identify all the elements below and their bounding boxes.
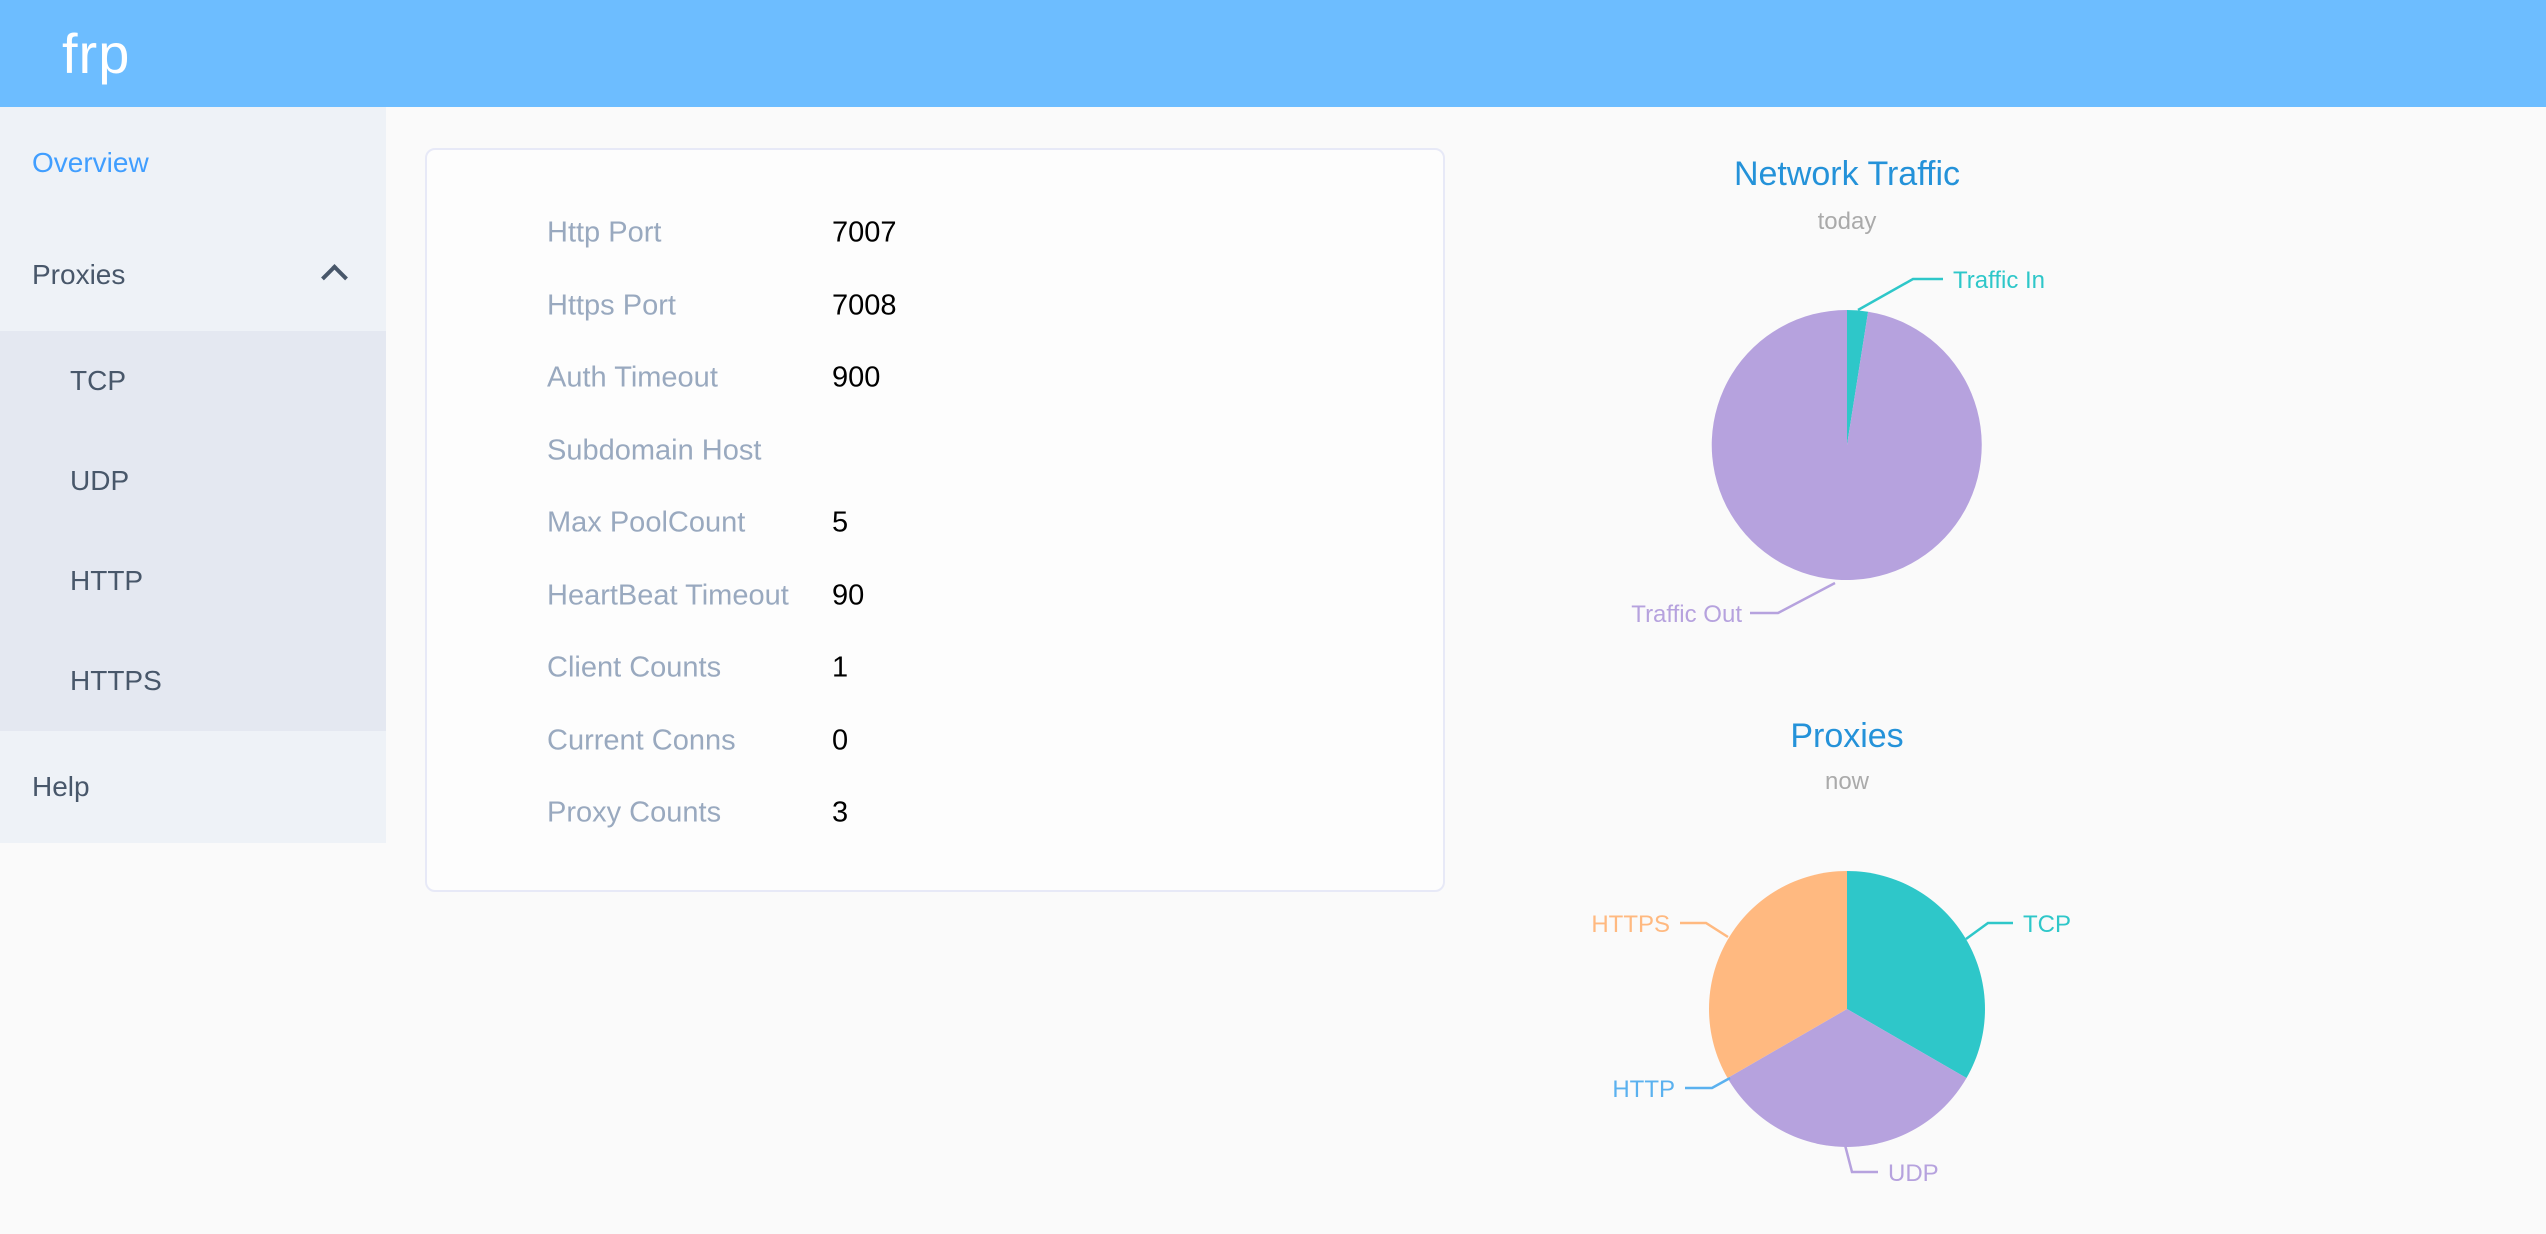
proxies-submenu: TCP UDP HTTP HTTPS xyxy=(0,331,386,731)
sidebar-item-proxies[interactable]: Proxies xyxy=(0,219,386,331)
info-label: HeartBeat Timeout xyxy=(547,579,789,612)
info-label: Subdomain Host xyxy=(547,434,762,467)
pie-label-udp: UDP xyxy=(1888,1160,1939,1187)
chevron-up-icon xyxy=(321,264,348,291)
pie-slice-tcp[interactable] xyxy=(1847,871,1985,1078)
sidebar-item-http-label: HTTP xyxy=(70,565,144,596)
pie-label-tcp: TCP xyxy=(2023,911,2071,938)
info-row-current-conns: Current Conns 0 xyxy=(427,705,1443,778)
info-label: Proxy Counts xyxy=(547,796,722,829)
info-label: Max PoolCount xyxy=(547,506,746,539)
info-value: 900 xyxy=(832,361,881,394)
pie-label-line-traffic-in xyxy=(1857,277,1943,312)
pie-slice-traffic-out[interactable] xyxy=(1711,309,1982,580)
info-label: Client Counts xyxy=(547,651,722,684)
info-value: 90 xyxy=(832,579,865,612)
sidebar: Overview Proxies TCP UDP HTTP HTTPS Help xyxy=(0,107,386,843)
info-value: 0 xyxy=(832,724,849,757)
info-row-http-port: Http Port 7007 xyxy=(427,197,1443,270)
sidebar-item-overview[interactable]: Overview xyxy=(0,107,386,219)
sidebar-item-tcp[interactable]: TCP xyxy=(0,331,386,431)
pie-label-http: HTTP xyxy=(1612,1076,1675,1103)
app-logo: frp xyxy=(62,22,131,85)
sidebar-item-proxies-label: Proxies xyxy=(32,259,126,290)
info-value: 1 xyxy=(832,651,849,684)
network-traffic-chart-subtitle: today xyxy=(1817,208,1877,235)
proxies-chart-subtitle: now xyxy=(1824,768,1870,795)
sidebar-item-help[interactable]: Help xyxy=(0,731,386,843)
sidebar-item-tcp-label: TCP xyxy=(70,365,126,396)
info-label: Http Port xyxy=(547,216,662,249)
info-row-https-port: Https Port 7008 xyxy=(427,270,1443,343)
sidebar-item-udp[interactable]: UDP xyxy=(0,431,386,531)
info-label: Https Port xyxy=(547,289,676,322)
pie-label-traffic-in: Traffic In xyxy=(1953,267,2045,294)
info-row-client-counts: Client Counts 1 xyxy=(427,632,1443,705)
sidebar-item-https[interactable]: HTTPS xyxy=(0,631,386,731)
info-value: 7007 xyxy=(832,216,897,249)
sidebar-item-overview-label: Overview xyxy=(32,147,149,178)
pie-label-line-https xyxy=(1680,921,1729,939)
info-value: 5 xyxy=(832,506,849,539)
info-row-proxy-counts: Proxy Counts 3 xyxy=(427,777,1443,850)
pie-label-line-http xyxy=(1685,1076,1731,1090)
pie-slice-https[interactable] xyxy=(1709,871,1847,1078)
sidebar-item-help-label: Help xyxy=(32,771,90,802)
info-row-heartbeat-timeout: HeartBeat Timeout 90 xyxy=(427,560,1443,633)
sidebar-item-https-label: HTTPS xyxy=(70,665,162,696)
sidebar-item-http[interactable]: HTTP xyxy=(0,531,386,631)
proxies-chart-title: Proxies xyxy=(1790,717,1904,755)
info-row-auth-timeout: Auth Timeout 900 xyxy=(427,342,1443,415)
info-row-max-poolcount: Max PoolCount 5 xyxy=(427,487,1443,560)
server-info-panel: Http Port 7007 Https Port 7008 Auth Time… xyxy=(425,148,1445,892)
pie-label-https: HTTPS xyxy=(1591,911,1670,938)
info-value: 3 xyxy=(832,796,849,829)
pie-label-line-traffic-out xyxy=(1750,581,1836,615)
pie-charts-canvas: Traffic In Traffic Out TCP UDP HTTP HTTPS xyxy=(1591,267,2071,1187)
info-value: 7008 xyxy=(832,289,897,322)
info-label: Current Conns xyxy=(547,724,736,757)
network-traffic-chart-title: Network Traffic xyxy=(1733,155,1961,193)
sidebar-item-udp-label: UDP xyxy=(70,465,130,496)
server-info-rows: Http Port 7007 Https Port 7008 Auth Time… xyxy=(427,197,1443,850)
pie-label-traffic-out: Traffic Out xyxy=(1631,601,1742,628)
pie-label-line-tcp xyxy=(1965,921,2013,941)
info-label: Auth Timeout xyxy=(547,361,718,394)
pie-slice-udp[interactable] xyxy=(1727,1009,1967,1147)
info-row-subdomain-host: Subdomain Host xyxy=(427,415,1443,488)
pie-label-line-udp xyxy=(1843,1144,1878,1174)
app-header: frp xyxy=(0,0,2546,107)
pie-slice-traffic-in[interactable] xyxy=(1847,310,1869,445)
